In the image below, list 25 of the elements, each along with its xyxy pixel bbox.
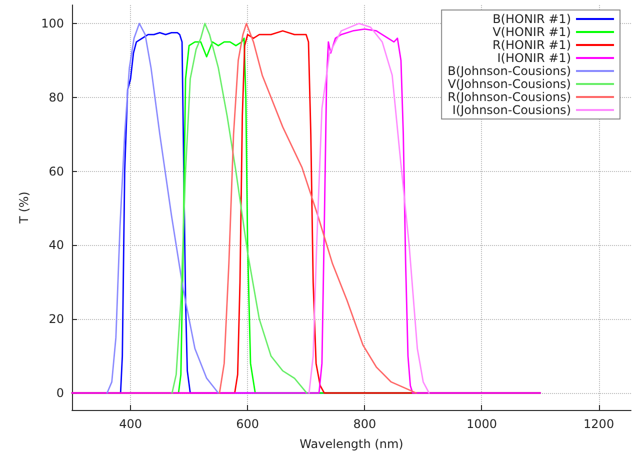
x-tick-label: 800	[353, 417, 376, 431]
legend-label: V(HONIR #1)	[492, 25, 571, 39]
y-tick-label: 0	[56, 386, 64, 400]
legend-label: I(Johnson-Cousions)	[452, 103, 571, 117]
legend-label: B(Johnson-Cousions)	[448, 64, 571, 78]
y-tick-label: 20	[48, 312, 64, 326]
x-tick-label: 600	[236, 417, 260, 431]
legend-label: V(Johnson-Cousions)	[448, 77, 571, 91]
x-tick-label: 400	[119, 417, 142, 431]
legend-label: R(HONIR #1)	[492, 38, 571, 52]
y-tick-label: 80	[48, 90, 64, 104]
y-tick-label: 100	[41, 16, 64, 30]
legend-label: I(HONIR #1)	[497, 51, 571, 65]
y-tick-label: 40	[48, 238, 64, 252]
line-series	[308, 22, 430, 394]
line-series	[218, 22, 417, 394]
legend-label: R(Johnson-Cousions)	[448, 90, 571, 104]
line-series	[171, 22, 308, 394]
line-series	[106, 22, 220, 394]
x-tick-label: 1200	[584, 417, 614, 431]
y-tick-label: 60	[48, 164, 64, 178]
legend-label: B(HONIR #1)	[492, 12, 571, 26]
x-axis-title: Wavelength (nm)	[300, 437, 404, 451]
x-tick-label: 1000	[466, 417, 498, 431]
y-axis-title: T (%)	[17, 192, 31, 224]
